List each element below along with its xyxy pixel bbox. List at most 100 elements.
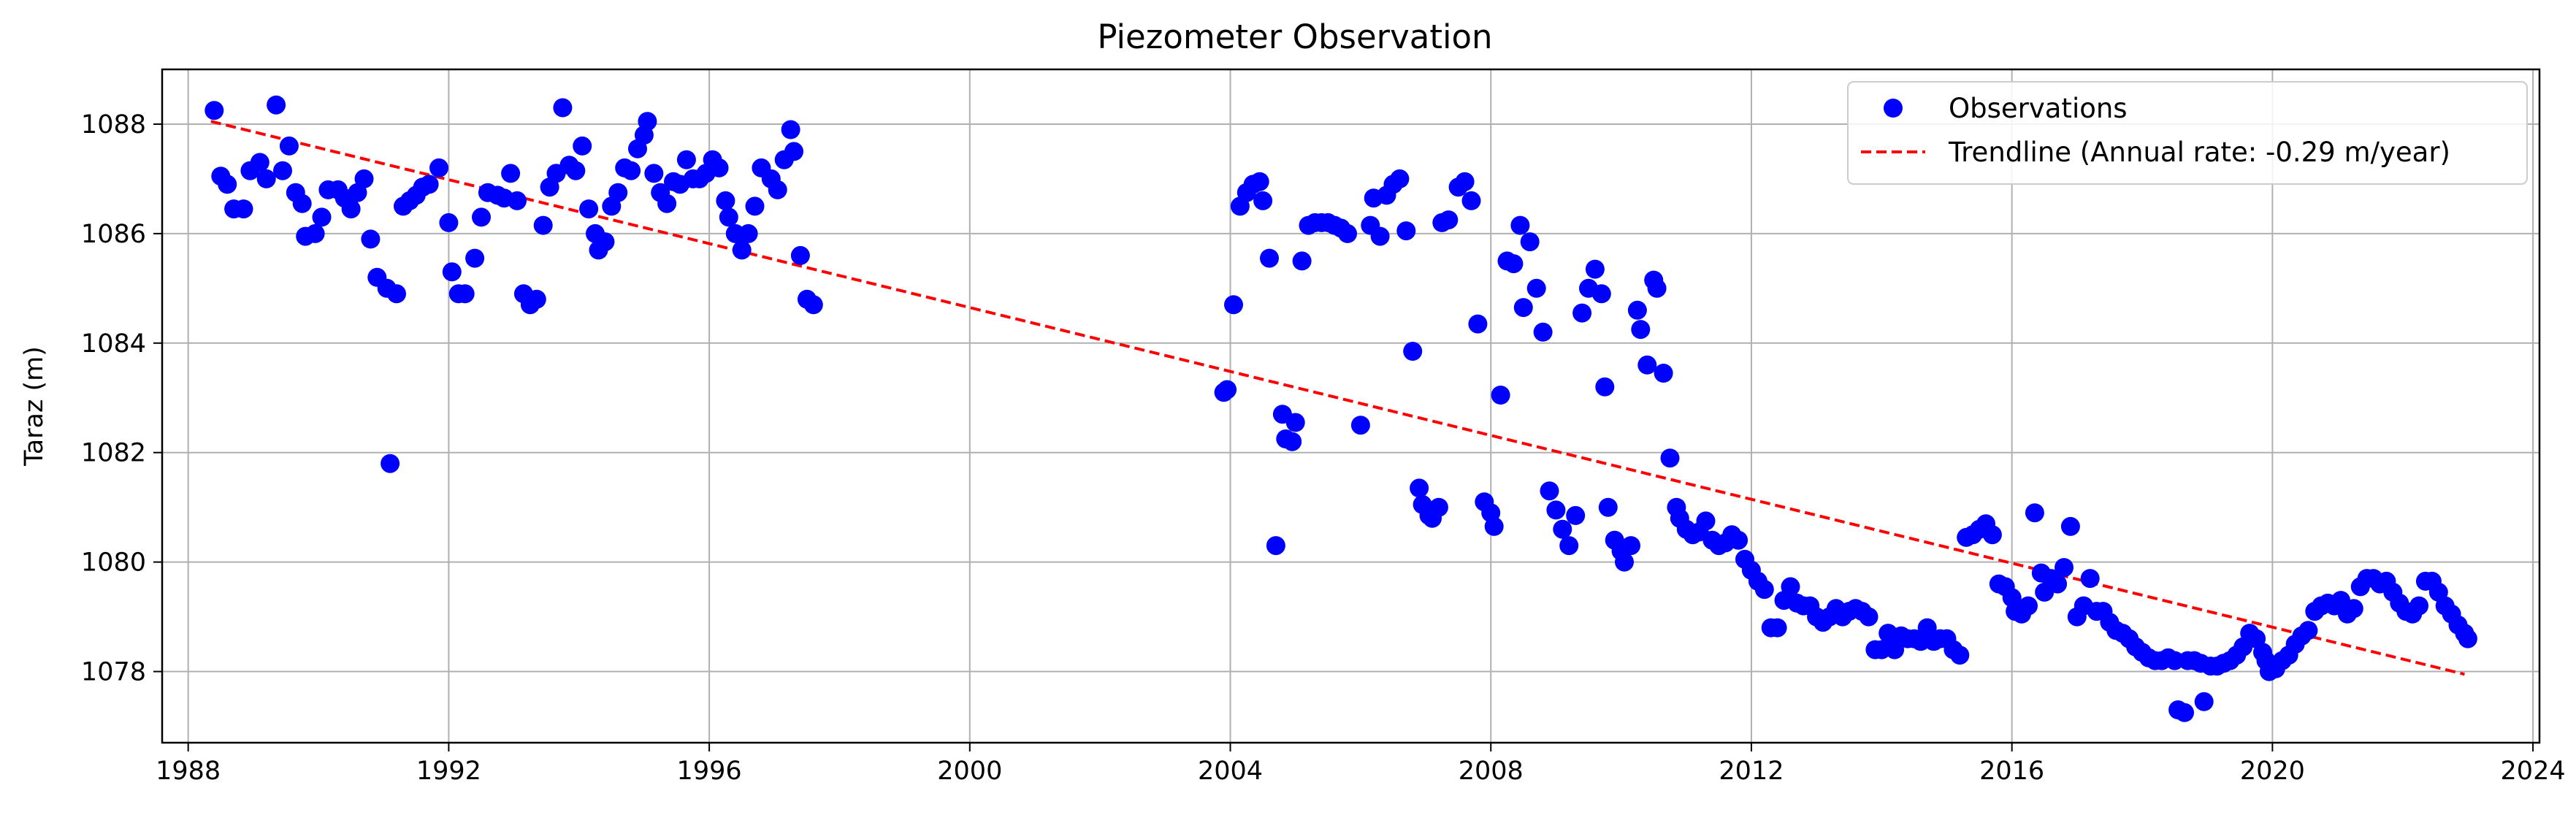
x-tick-label: 2020 — [2240, 757, 2305, 786]
observation-point — [508, 191, 527, 210]
observation-point — [2060, 516, 2080, 536]
observation-point — [472, 207, 491, 227]
observation-point — [1637, 355, 1657, 375]
observation-point — [1729, 530, 1748, 550]
observation-point — [732, 240, 752, 260]
observation-point — [1292, 251, 1312, 271]
observation-point — [527, 289, 546, 309]
legend: Observations Trendline (Annual rate: -0.… — [1847, 81, 2528, 185]
observation-point — [2409, 596, 2428, 616]
observation-point — [1504, 254, 1524, 274]
observation-point — [768, 180, 787, 199]
observation-point — [1781, 577, 1800, 597]
plot-frame — [161, 68, 2541, 744]
observation-point — [273, 161, 292, 180]
y-axis: 1078 1080 1082 1084 1086 1088 — [81, 110, 162, 687]
observation-point — [1370, 226, 1390, 246]
observation-point — [1403, 342, 1423, 361]
observation-point — [439, 213, 459, 232]
observation-point — [361, 229, 381, 249]
observation-point — [1533, 322, 1553, 342]
legend-marker-observations — [1884, 99, 1903, 118]
observation-point — [790, 245, 810, 265]
observation-point — [579, 199, 599, 219]
x-tick-label: 1992 — [416, 757, 481, 786]
observation-point — [533, 215, 553, 235]
observation-point — [305, 223, 325, 243]
observation-point — [1572, 303, 1592, 323]
chart-title: Piezometer Observation — [1097, 18, 1492, 56]
observation-point — [442, 262, 462, 282]
observation-point — [501, 164, 521, 183]
observation-point — [638, 112, 657, 131]
x-tick-label: 2000 — [937, 757, 1002, 786]
observation-point — [725, 223, 745, 243]
observation-point — [784, 142, 803, 161]
observation-point — [608, 183, 628, 202]
observation-point — [573, 136, 592, 156]
observation-point — [1390, 169, 1410, 188]
observation-point — [1621, 536, 1640, 556]
observation-point — [1429, 497, 1448, 517]
observation-point — [1859, 607, 1879, 627]
y-axis-label: Taraz (m) — [20, 346, 49, 467]
observation-point — [1224, 295, 1243, 315]
observation-point — [1696, 511, 1716, 531]
observation-point — [709, 158, 729, 177]
observation-point — [1250, 172, 1269, 191]
observation-point — [419, 175, 439, 194]
observation-point — [2048, 574, 2068, 594]
legend-label-observations: Observations — [1949, 93, 2128, 124]
observation-point — [354, 169, 374, 188]
observation-point — [1627, 300, 1647, 320]
y-tick-label: 1084 — [81, 329, 146, 359]
observation-point — [1615, 552, 1634, 572]
y-tick-label: 1088 — [81, 110, 146, 139]
observation-point — [1982, 525, 2002, 545]
observation-point — [1439, 210, 1459, 230]
observation-point — [1461, 191, 1481, 210]
observation-point — [1253, 191, 1273, 210]
observation-point — [1654, 364, 1673, 383]
observation-point — [1218, 380, 1237, 399]
observation-point — [205, 101, 224, 120]
observation-point — [1566, 505, 1586, 525]
x-tick-label: 1996 — [677, 757, 742, 786]
observation-point — [745, 196, 765, 216]
observation-point — [279, 136, 299, 156]
observation-point — [1468, 314, 1488, 334]
observation-point — [644, 164, 664, 183]
observation-point — [1585, 259, 1605, 279]
observation-point — [2298, 621, 2318, 640]
x-tick-label: 2016 — [1979, 757, 2044, 786]
observation-point — [1598, 497, 1618, 517]
observation-point — [1491, 386, 1510, 405]
observation-point — [566, 161, 586, 180]
observation-point — [2080, 569, 2100, 589]
observation-point — [2194, 692, 2214, 711]
observation-point — [2165, 651, 2185, 670]
observation-point — [719, 207, 738, 227]
observation-point — [2458, 629, 2477, 648]
observation-point — [622, 161, 641, 180]
observations-series — [205, 95, 2477, 722]
observation-point — [1540, 481, 1559, 501]
observation-point — [1410, 478, 1429, 498]
observation-point — [1595, 377, 1615, 397]
observation-point — [429, 158, 448, 177]
x-tick-label: 2024 — [2501, 757, 2566, 786]
observation-point — [1526, 278, 1546, 298]
observation-point — [1553, 519, 1572, 539]
x-axis: 1988 1992 1996 2000 2004 2008 2012 2016 2020 2024 — [156, 743, 2566, 786]
observation-point — [292, 194, 312, 213]
observation-point — [2055, 558, 2074, 578]
observation-point — [250, 153, 270, 172]
observation-point — [716, 191, 735, 210]
x-tick-label: 2004 — [1198, 757, 1263, 786]
observation-point — [256, 169, 276, 188]
observation-point — [465, 248, 485, 268]
observation-point — [1559, 536, 1579, 556]
x-tick-label: 2012 — [1719, 757, 1784, 786]
observation-point — [341, 199, 361, 219]
y-tick-label: 1082 — [81, 439, 146, 468]
